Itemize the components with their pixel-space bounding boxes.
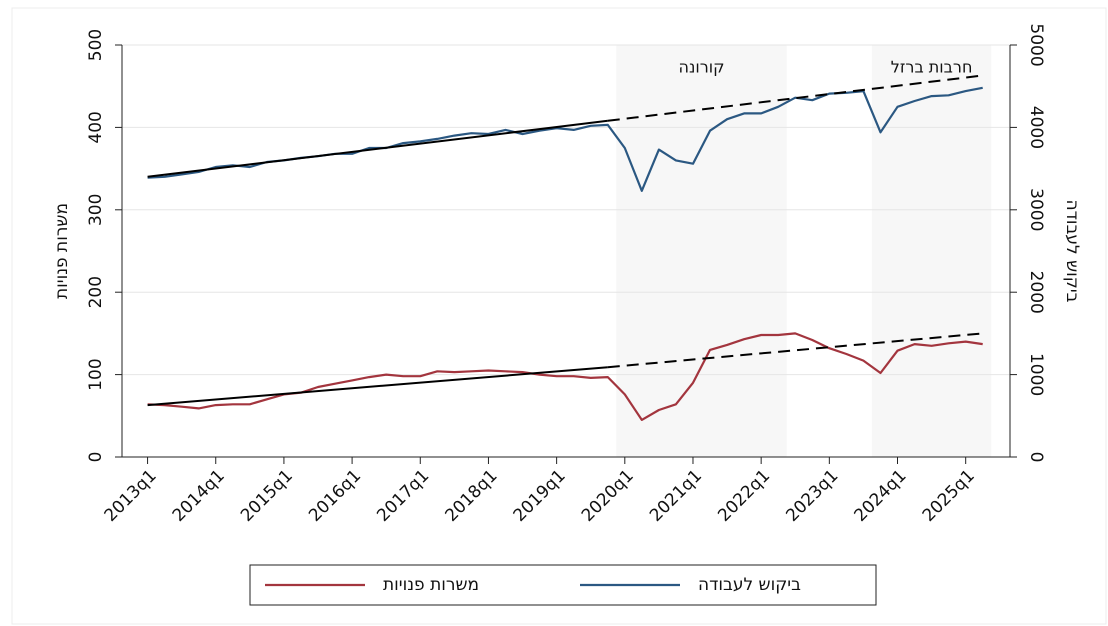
y2-tick-label: 1000 <box>1026 353 1046 396</box>
trend-line <box>147 119 608 178</box>
y-tick-label: 300 <box>86 194 106 226</box>
shaded-region <box>871 45 992 457</box>
y-tick-label: 500 <box>86 29 106 61</box>
x-tick-label: 2018q1 <box>442 466 502 526</box>
y-tick-label: 200 <box>86 276 106 308</box>
x-tick-label: 2013q1 <box>101 466 161 526</box>
shaded-layer: קורונה חרבות ברזל <box>616 45 992 457</box>
region-label: קורונה <box>679 58 725 77</box>
trend-line <box>147 366 608 407</box>
x-tick-label: 2021q1 <box>646 466 706 526</box>
legend-label: משרות פנויות <box>383 575 479 595</box>
series-line <box>147 86 983 192</box>
x-tick-label: 2017q1 <box>373 466 433 526</box>
shaded-region <box>616 45 787 457</box>
y-tick-label: 100 <box>86 358 106 390</box>
region-label: חרבות ברזל <box>891 58 973 77</box>
y-tick-label: 400 <box>86 111 106 143</box>
y-tick-label: 0 <box>86 452 106 463</box>
legend-label: ביקוש לעבודה <box>698 575 801 595</box>
x-tick-label: 2020q1 <box>578 466 638 526</box>
x-tick-label: 2019q1 <box>510 466 570 526</box>
y2-axis-title: ביקוש לעבודה <box>1062 200 1082 303</box>
y2-tick-label: 3000 <box>1026 188 1046 231</box>
trend-line <box>607 332 983 369</box>
marks-layer <box>147 74 983 421</box>
y2-tick-label: 4000 <box>1026 106 1046 149</box>
y-axis-title: משרות פנויות <box>52 203 72 299</box>
x-tick-label: 2023q1 <box>782 466 842 526</box>
x-tick-label: 2024q1 <box>851 466 911 526</box>
x-tick-label: 2014q1 <box>169 466 229 526</box>
y2-tick-label: 2000 <box>1026 271 1046 314</box>
x-tick-label: 2015q1 <box>237 466 297 526</box>
series-line <box>147 332 983 421</box>
x-tick-label: 2025q1 <box>919 466 979 526</box>
y2-tick-label: 5000 <box>1026 23 1046 66</box>
x-tick-label: 2016q1 <box>305 466 365 526</box>
y2-tick-label: 0 <box>1026 452 1046 463</box>
x-tick-label: 2022q1 <box>714 466 774 526</box>
trend-line <box>607 74 983 122</box>
frame <box>11 7 1107 625</box>
